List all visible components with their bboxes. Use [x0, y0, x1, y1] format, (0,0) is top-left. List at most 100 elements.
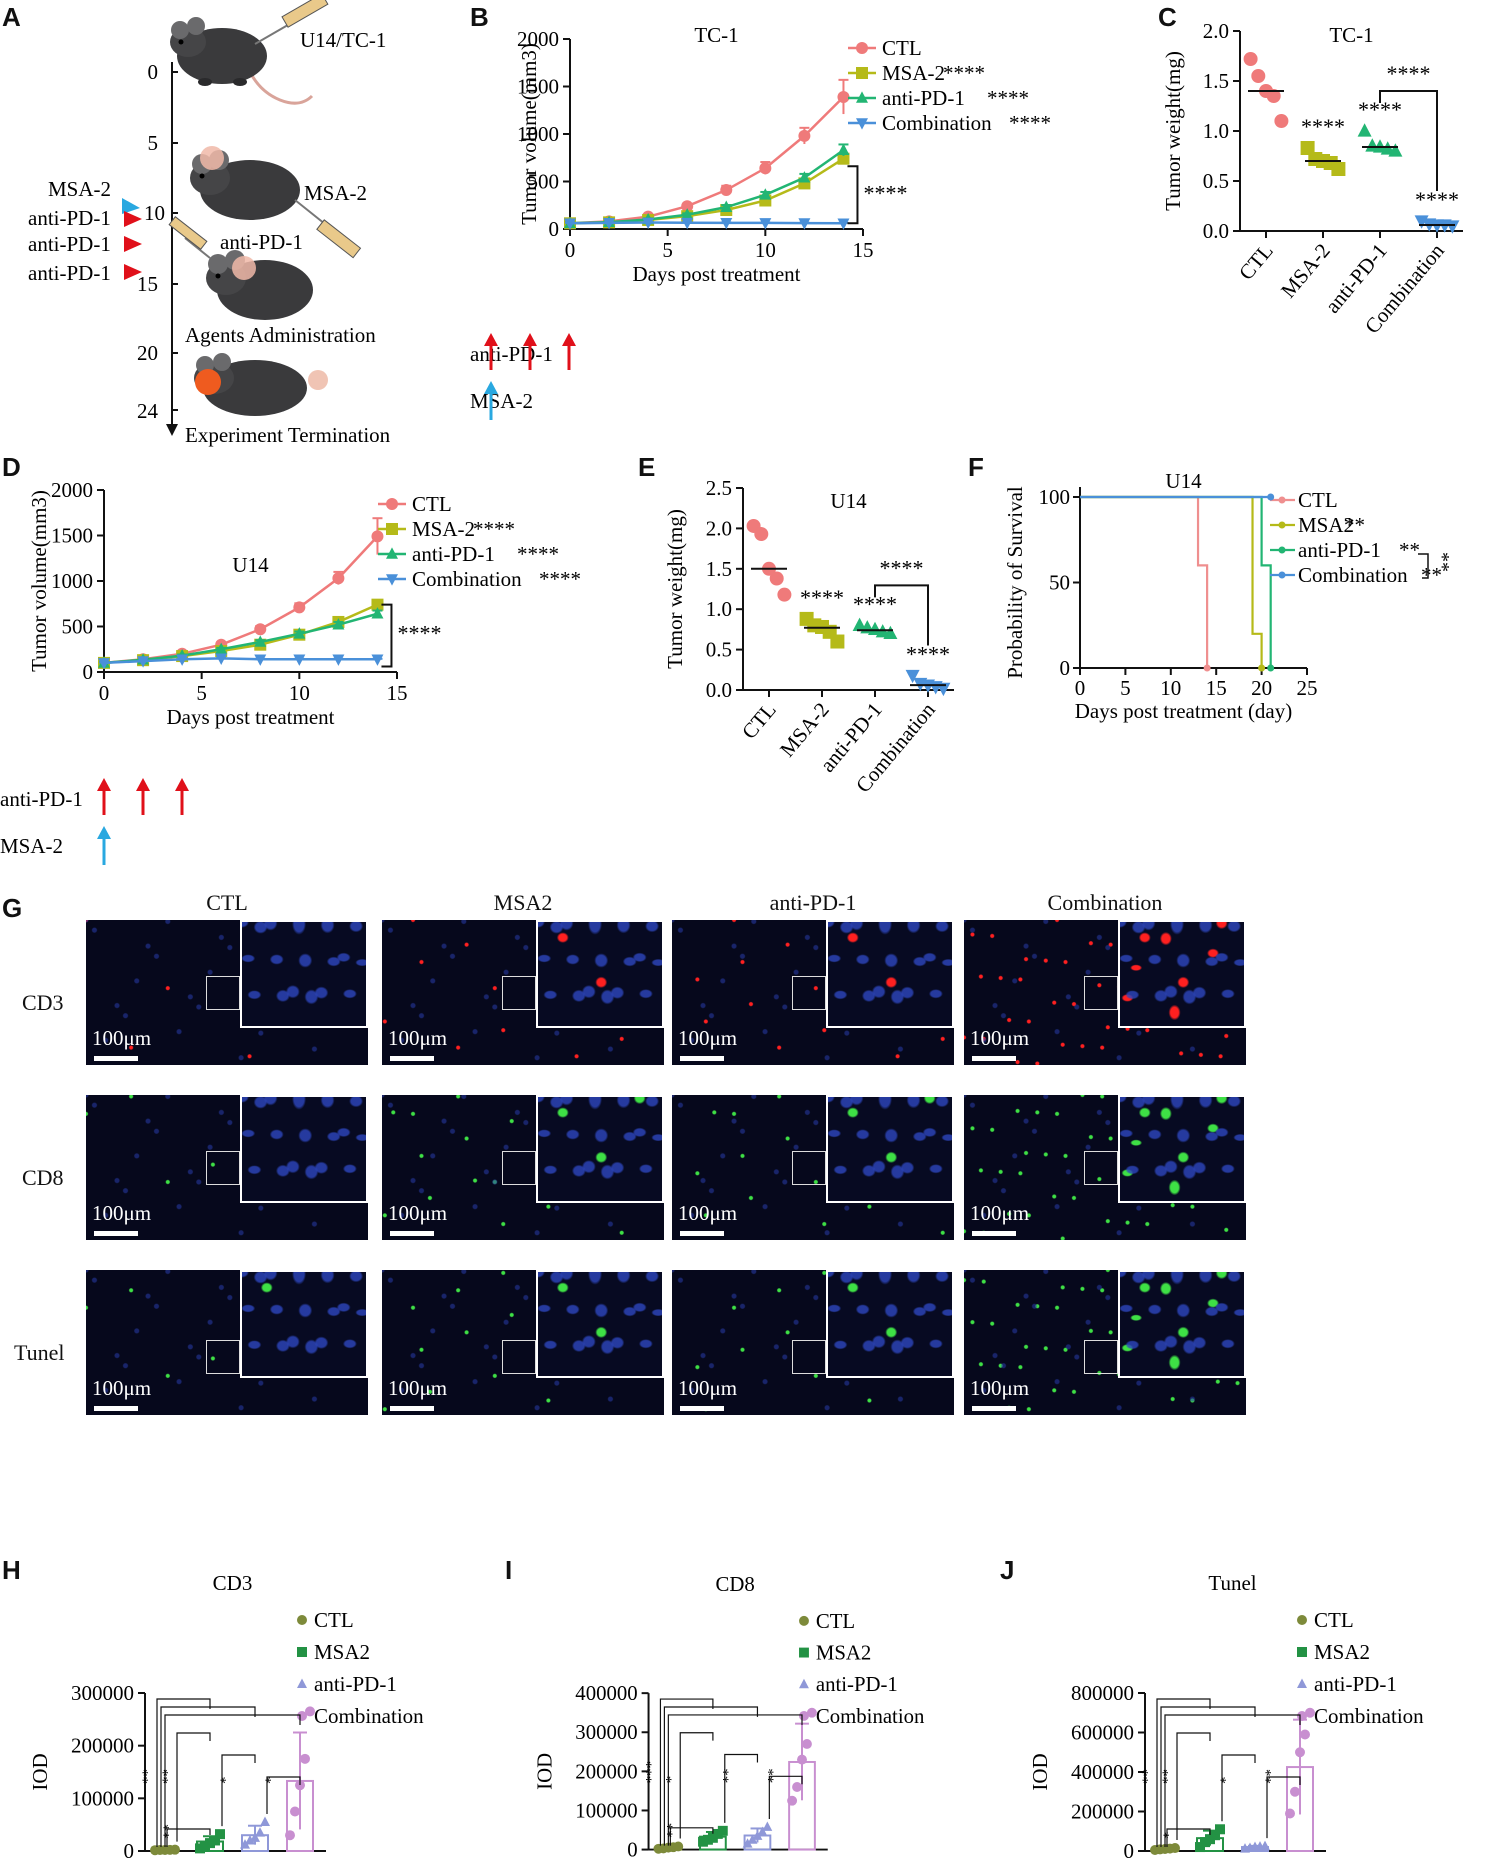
- micro-column-label: anti-PD-1: [769, 890, 857, 915]
- data-point-anti-PD-1: [1388, 143, 1403, 157]
- data-point-Combination: [98, 658, 110, 670]
- data-point-anti-PD-1: [260, 1816, 270, 1827]
- significance-label: *: [263, 1777, 279, 1785]
- y-tick-label: 300000: [575, 1721, 637, 1744]
- series-line-Combination: [103, 657, 378, 665]
- significance-label: *: [1218, 1777, 1234, 1785]
- significance-label: **: [1140, 1769, 1156, 1784]
- y-tick-label: 100: [1039, 485, 1071, 509]
- y-axis-label: Tumor volume(mm3): [517, 43, 541, 225]
- y-tick-label: 1000: [517, 122, 559, 146]
- significance-label: **: [160, 1769, 176, 1784]
- zoom-inset: [1118, 1270, 1246, 1378]
- chart-title: TC-1: [1329, 23, 1373, 47]
- y-tick-label: 1.5: [1203, 69, 1229, 93]
- y-tick-label: 400000: [575, 1682, 637, 1705]
- legend-marker: [1297, 1711, 1307, 1721]
- timeline-tick-15: 15: [137, 272, 158, 296]
- zoom-inset: [240, 920, 368, 1028]
- significance-stars: ****: [800, 585, 844, 610]
- scale-bar-label: 100μm: [970, 1026, 1030, 1050]
- data-point-Combination: [1285, 1808, 1295, 1819]
- scale-bar-label: 100μm: [92, 1201, 152, 1225]
- data-point-Combination: [806, 1707, 817, 1718]
- x-tick-label: 0: [1075, 676, 1086, 700]
- scale-bar: [390, 1056, 434, 1061]
- comparison-bracket: [160, 1706, 256, 1847]
- legend-label: CTL: [412, 492, 452, 516]
- y-axis-label: Tumor weight(mg): [1161, 51, 1185, 211]
- dosing-label-antipd1: anti-PD-1: [470, 342, 553, 366]
- antipd1-dose-arrowhead: [562, 333, 576, 346]
- zoom-inset: [536, 1095, 664, 1203]
- data-point-Combination: [1445, 220, 1460, 234]
- legend-marker: [1278, 521, 1286, 529]
- zoom-region-box: [206, 1151, 240, 1185]
- scale-bar-label: 100μm: [970, 1376, 1030, 1400]
- legend-marker: [297, 1615, 307, 1625]
- micro-image-CD8-CTL: 100μm: [86, 1095, 368, 1240]
- data-point-anti-PD-1: [681, 208, 694, 220]
- x-tick-label: 15: [853, 238, 874, 262]
- significance-low: **: [161, 1824, 177, 1839]
- data-point-Combination: [305, 1706, 315, 1717]
- left-label-antipd1-1: anti-PD-1: [28, 206, 111, 230]
- legend-label: MSA2: [314, 1640, 370, 1664]
- legend-label: Combination: [412, 567, 522, 591]
- legend-label: anti-PD-1: [1314, 1672, 1397, 1696]
- scale-bar-label: 100μm: [388, 1026, 448, 1050]
- data-point-CTL: [754, 527, 769, 542]
- msa2-dose-arrowhead: [97, 826, 111, 839]
- scale-bar-label: 100μm: [92, 1026, 152, 1050]
- y-tick-label: 0.5: [706, 638, 732, 662]
- data-point-Combination: [293, 654, 306, 666]
- chart-h-cd3-iod: 0 100000 200000 300000 CD3 IOD CTL MSA2 anti-PD-…: [28, 1571, 424, 1858]
- significance-label: *: [663, 1776, 679, 1783]
- data-point-MSA-2: [371, 598, 384, 611]
- micro-row-label: CD8: [22, 1165, 64, 1190]
- data-point-Combination: [837, 218, 850, 230]
- scale-bar: [972, 1406, 1016, 1411]
- significance-label: **: [140, 1769, 156, 1784]
- chart-c-tc1-tumor-weight: 0.0 0.5 1.0 1.5 2.0 TC-1 Tumor weight(mg) CTLMS…: [1161, 20, 1463, 338]
- data-point-CTL: [332, 572, 345, 585]
- micro-row-label: CD3: [22, 990, 64, 1015]
- y-tick-label: 2000: [517, 27, 559, 51]
- micro-image-CD8-Combination: 100μm: [964, 1095, 1246, 1240]
- agents-administration-label: Agents Administration: [185, 323, 376, 347]
- y-tick-label: 200000: [575, 1760, 637, 1783]
- y-tick-label: 0: [1060, 656, 1071, 680]
- x-tick-label: 15: [1206, 676, 1227, 700]
- zoom-region-box: [1084, 1151, 1118, 1185]
- data-point-MSA2: [1210, 1830, 1220, 1841]
- mouse-icon-3: [206, 250, 313, 320]
- legend-marker: [1297, 1647, 1307, 1657]
- y-tick-label: 0: [1124, 1839, 1135, 1858]
- survival-end-marker: [1267, 664, 1275, 672]
- y-tick-label: 2.0: [1203, 20, 1229, 43]
- data-point-Combination: [300, 1753, 310, 1764]
- series-line-MSA-2: [569, 157, 845, 225]
- y-tick-label: 400000: [1071, 1760, 1134, 1784]
- micro-image-CD8-MSA2: 100μm: [382, 1095, 664, 1240]
- survival-end-marker: [1203, 664, 1211, 672]
- scale-bar-label: 100μm: [970, 1201, 1030, 1225]
- data-point-anti-PD-1: [883, 625, 898, 640]
- zoom-inset: [826, 920, 954, 1028]
- data-point-CTL: [1251, 69, 1266, 83]
- antipd1-dose-arrowhead: [175, 778, 189, 791]
- comparison-bracket: [1164, 1714, 1301, 1847]
- left-label-msa2: MSA-2: [48, 177, 111, 201]
- legend-marker: [856, 91, 868, 103]
- zoom-region-box: [502, 1151, 536, 1185]
- y-tick-label: 100000: [71, 1786, 134, 1810]
- zoom-inset: [1118, 1095, 1246, 1203]
- chart-title: U14: [830, 489, 867, 513]
- data-point-CTL: [1274, 114, 1289, 128]
- data-point-Combination: [295, 1780, 305, 1791]
- pair-bracket: [1221, 1754, 1256, 1822]
- scale-bar-label: 100μm: [678, 1201, 738, 1225]
- x-tick-label: MSA-2: [1276, 239, 1335, 303]
- y-tick-label: 1000: [51, 569, 93, 593]
- micro-row-label: Tunel: [14, 1340, 65, 1365]
